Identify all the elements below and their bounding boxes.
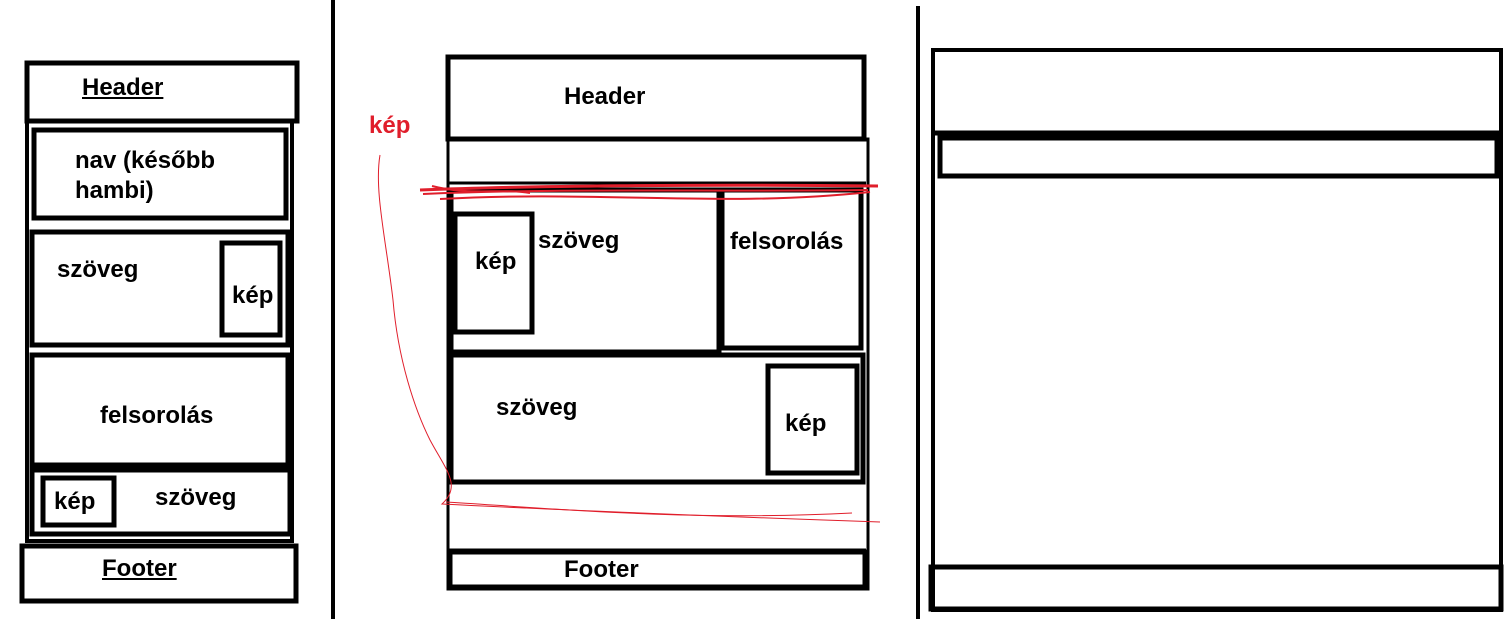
red-annotation <box>377 154 881 523</box>
t-image2-box <box>765 363 860 476</box>
m-text2-box <box>29 467 293 537</box>
annotation-image-label: kép <box>369 112 411 139</box>
t-list-box <box>719 187 864 351</box>
tablet-footer-label: Footer <box>564 556 639 583</box>
m-nav-box <box>31 127 289 221</box>
m-image2-box <box>40 475 117 528</box>
mobile-header-label: Header <box>82 74 164 101</box>
tablet-image-label-1: kép <box>475 248 517 275</box>
tablet-text-label-1: szöveg <box>538 227 620 254</box>
mobile-image-label-1: kép <box>232 282 274 309</box>
mobile-list-label: felsorolás <box>100 402 214 429</box>
mobile-image-label-2: kép <box>54 488 96 515</box>
m-list-box <box>29 352 291 468</box>
mobile-text-label-2: szöveg <box>155 484 237 511</box>
t-header-box <box>445 54 867 142</box>
t-text2-box <box>448 352 866 485</box>
t-footer-box <box>447 549 868 590</box>
mobile-text-label-1: szöveg <box>57 256 139 283</box>
tablet-text-label-2: szöveg <box>496 394 578 421</box>
m-frame <box>25 119 294 543</box>
m-footer-box <box>19 543 299 604</box>
tablet-image-label-2: kép <box>785 410 827 437</box>
tablet-header-label: Header <box>564 83 646 110</box>
tablet-list-label: felsorolás <box>730 228 844 255</box>
d-nav-box <box>937 135 1500 179</box>
m-image1-box <box>219 240 283 338</box>
mobile-nav-label: nav (később hambi) <box>75 147 216 204</box>
t-image1-box <box>452 211 535 335</box>
mobile-footer-label: Footer <box>102 555 177 582</box>
m-text1-box <box>29 229 291 348</box>
d-footer-box <box>928 564 1504 612</box>
